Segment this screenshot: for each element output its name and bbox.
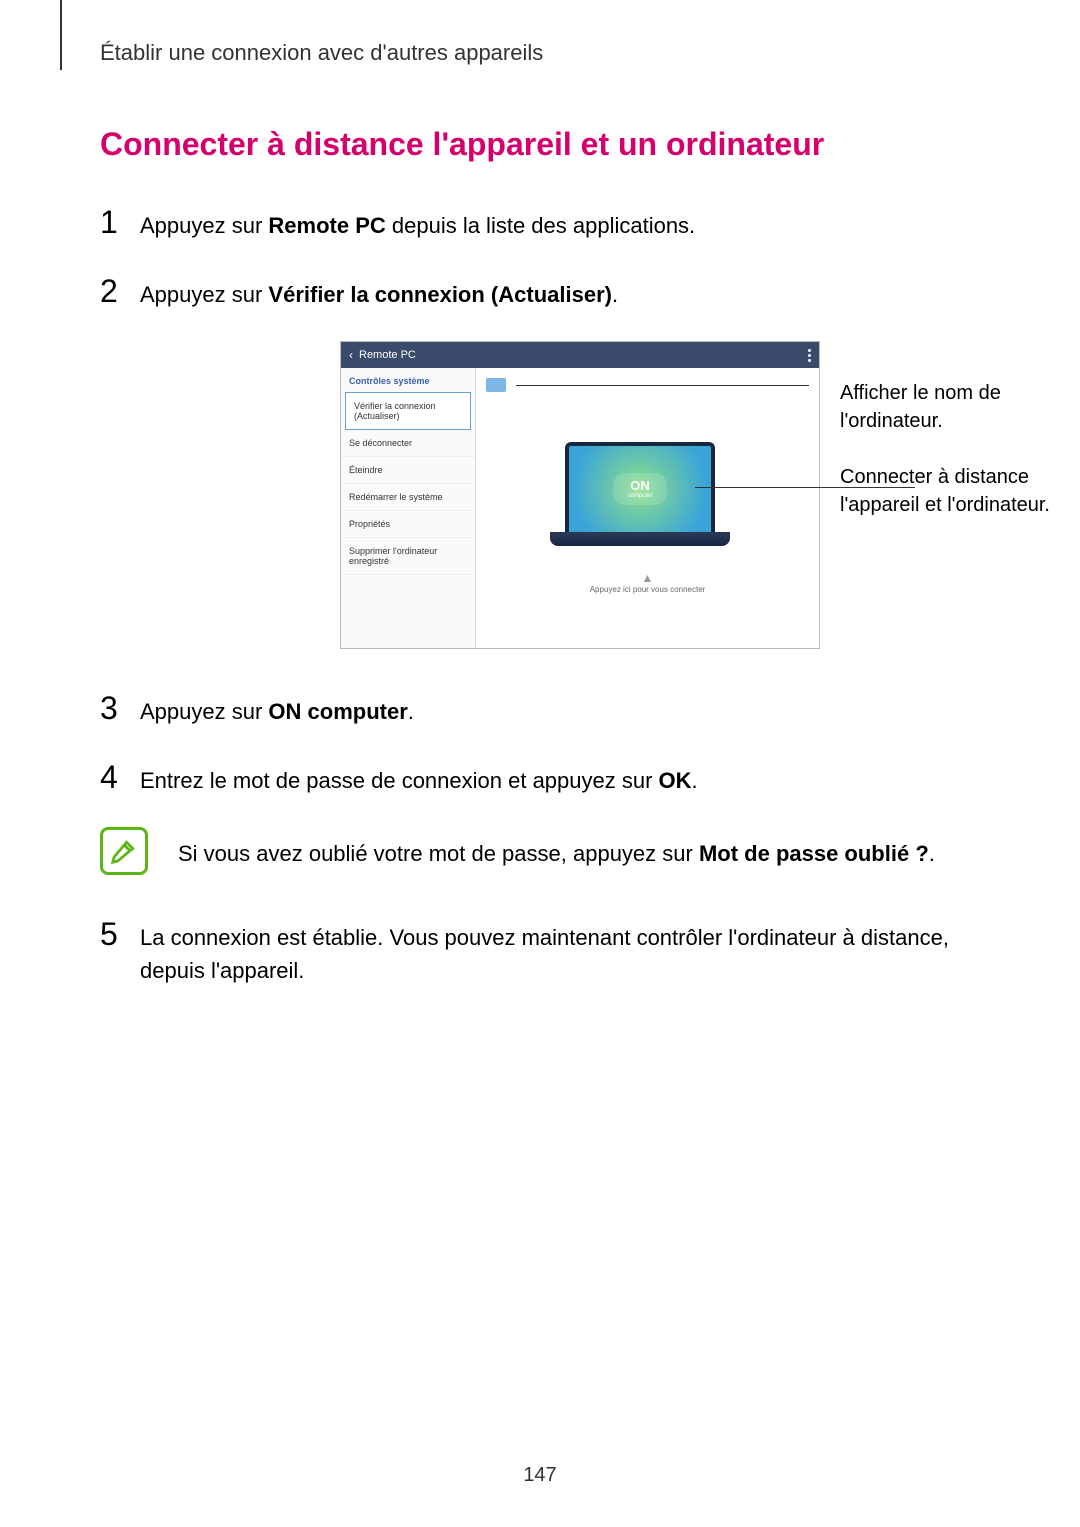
step-number: 5 <box>100 916 140 953</box>
step-3: 3 Appuyez sur ON computer. <box>90 689 990 728</box>
step-text: Appuyez sur ON computer. <box>140 689 414 728</box>
text: Entrez le mot de passe de connexion et a… <box>140 768 659 793</box>
app-title: Remote PC <box>359 349 416 361</box>
app-screenshot: ‹ Remote PC Contrôles système Vérifier l… <box>340 341 820 649</box>
text: . <box>692 768 698 793</box>
sidebar-item-restart[interactable]: Redémarrer le système <box>341 484 475 511</box>
bold: Remote PC <box>268 213 385 238</box>
callout-line <box>695 487 915 488</box>
up-arrow-icon: ▲ <box>590 571 706 585</box>
text: . <box>408 699 414 724</box>
step-text: La connexion est établie. Vous pouvez ma… <box>140 915 990 987</box>
note-text: Si vous avez oublié votre mot de passe, … <box>178 827 935 870</box>
step-number: 4 <box>100 759 140 796</box>
callout-line <box>516 385 809 386</box>
pc-icon <box>486 378 506 392</box>
page-number: 147 <box>0 1464 1080 1487</box>
on-label: ON <box>630 478 650 493</box>
callout-connect: Connecter à distance l'appareil et l'ord… <box>840 463 1070 519</box>
text: depuis la liste des applications. <box>386 213 695 238</box>
step-1: 1 Appuyez sur Remote PC depuis la liste … <box>90 203 990 242</box>
screenshot-figure: ‹ Remote PC Contrôles système Vérifier l… <box>90 341 990 649</box>
note-block: Si vous avez oublié votre mot de passe, … <box>100 827 990 875</box>
section-title: Connecter à distance l'appareil et un or… <box>90 126 990 163</box>
bold: Vérifier la connexion (Actualiser) <box>268 282 612 307</box>
sidebar-title: Contrôles système <box>341 368 475 392</box>
menu-icon[interactable] <box>808 349 811 362</box>
breadcrumb: Établir une connexion avec d'autres appa… <box>90 40 990 66</box>
tap-here-label: Appuyez ici pour vous connecter <box>590 585 706 594</box>
step-number: 1 <box>100 204 140 241</box>
step-text: Appuyez sur Remote PC depuis la liste de… <box>140 203 695 242</box>
callout-pc-name: Afficher le nom de l'ordinateur. <box>840 379 1070 435</box>
app-main: ON computer ▲ Appuyez ici pour vous conn… <box>476 368 819 648</box>
back-icon[interactable]: ‹ <box>349 348 353 362</box>
sidebar-item-shutdown[interactable]: Éteindre <box>341 457 475 484</box>
text: Appuyez sur <box>140 213 268 238</box>
bold: ON computer <box>268 699 407 724</box>
text: . <box>612 282 618 307</box>
step-text: Appuyez sur Vérifier la connexion (Actua… <box>140 272 618 311</box>
note-icon <box>100 827 148 875</box>
laptop-graphic[interactable]: ON computer <box>565 442 730 546</box>
text: Appuyez sur <box>140 282 268 307</box>
step-number: 2 <box>100 273 140 310</box>
text: Si vous avez oublié votre mot de passe, … <box>178 841 699 866</box>
app-header: ‹ Remote PC <box>341 342 819 368</box>
tap-here-hint: ▲ Appuyez ici pour vous connecter <box>590 571 706 594</box>
margin-rule <box>60 0 62 70</box>
sidebar-item-properties[interactable]: Propriétés <box>341 511 475 538</box>
callouts: Afficher le nom de l'ordinateur. Connect… <box>840 341 1070 519</box>
step-text: Entrez le mot de passe de connexion et a… <box>140 758 698 797</box>
app-sidebar: Contrôles système Vérifier la connexion … <box>341 368 476 648</box>
sidebar-item-verify[interactable]: Vérifier la connexion (Actualiser) <box>345 392 471 430</box>
bold: Mot de passe oublié ? <box>699 841 929 866</box>
on-sublabel: computer <box>627 493 652 500</box>
sidebar-item-delete[interactable]: Supprimer l'ordinateur enregistré <box>341 538 475 575</box>
step-5: 5 La connexion est établie. Vous pouvez … <box>90 915 990 987</box>
text: . <box>929 841 935 866</box>
step-4: 4 Entrez le mot de passe de connexion et… <box>90 758 990 797</box>
sidebar-item-disconnect[interactable]: Se déconnecter <box>341 430 475 457</box>
on-badge: ON computer <box>613 473 666 506</box>
step-number: 3 <box>100 690 140 727</box>
step-2: 2 Appuyez sur Vérifier la connexion (Act… <box>90 272 990 311</box>
text: Appuyez sur <box>140 699 268 724</box>
bold: OK <box>659 768 692 793</box>
